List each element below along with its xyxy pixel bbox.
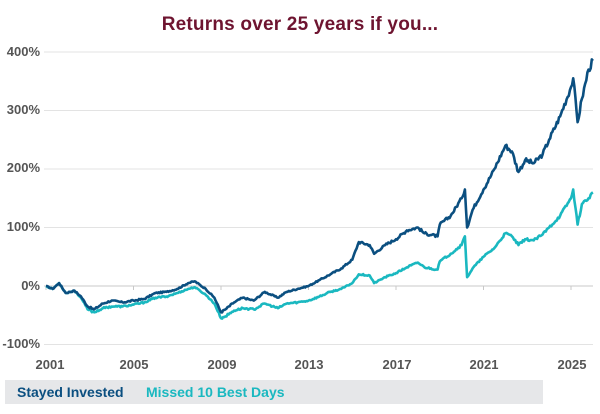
x-tick-2021: 2021 xyxy=(469,357,499,372)
y-tick-300: 300% xyxy=(6,102,40,117)
x-tick-2005: 2005 xyxy=(119,357,149,372)
y-tick-neg100: -100% xyxy=(2,336,40,351)
legend-stayed-invested: Stayed Invested xyxy=(17,384,124,400)
x-tick-2017: 2017 xyxy=(382,357,412,372)
x-tick-2013: 2013 xyxy=(294,357,324,372)
y-tick-400: 400% xyxy=(6,44,40,59)
legend-missed-best-days: Missed 10 Best Days xyxy=(146,384,285,400)
y-tick-200: 200% xyxy=(6,160,40,175)
x-tick-2001: 2001 xyxy=(35,357,65,372)
stayed-invested-line xyxy=(45,58,594,314)
chart-title: Returns over 25 years if you... xyxy=(161,14,439,35)
x-tick-2009: 2009 xyxy=(207,357,237,372)
y-tick-0: 0% xyxy=(21,278,40,293)
gridlines xyxy=(44,51,593,345)
y-tick-100: 100% xyxy=(6,219,40,234)
x-tick-2025: 2025 xyxy=(557,357,587,372)
legend: Stayed Invested Missed 10 Best Days xyxy=(5,380,543,404)
missed-best-days-line xyxy=(45,188,594,320)
